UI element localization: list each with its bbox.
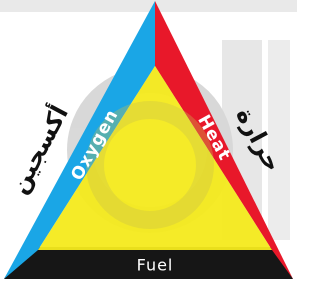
base-label: Fuel — [137, 256, 174, 275]
fire-triangle: Oxygen Heat Fuel أكسجين حرارة — [0, 0, 297, 282]
